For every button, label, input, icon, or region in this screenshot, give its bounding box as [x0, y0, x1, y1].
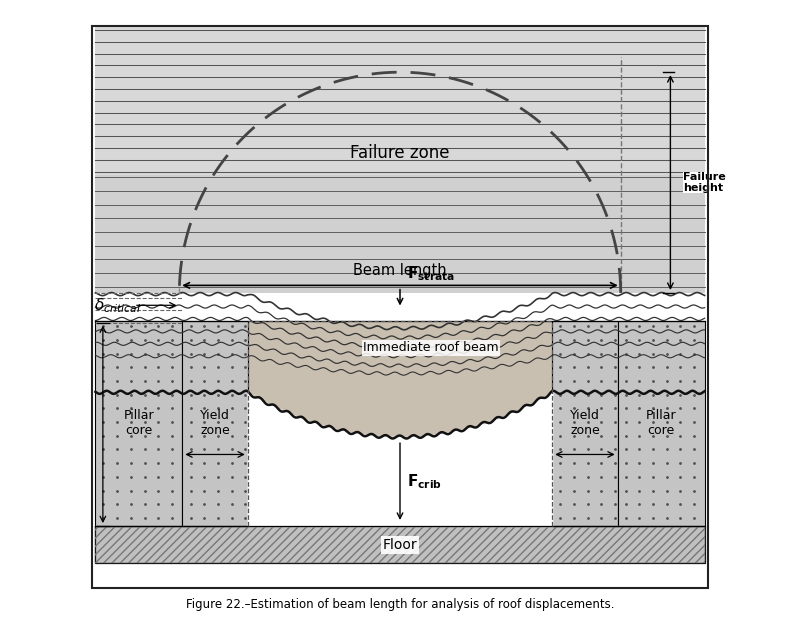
Text: Figure 22.–Estimation of beam length for analysis of roof displacements.: Figure 22.–Estimation of beam length for…: [186, 599, 614, 611]
Bar: [95, 526, 705, 563]
Text: Yield
zone: Yield zone: [570, 409, 600, 437]
Text: $\mathbf{F}_{\mathbf{crib}}$: $\mathbf{F}_{\mathbf{crib}}$: [407, 472, 442, 491]
Bar: [618, 321, 705, 526]
Text: Yield
zone: Yield zone: [200, 409, 230, 437]
Text: Pillar
core: Pillar core: [646, 409, 676, 437]
Text: Pillar
core: Pillar core: [124, 409, 154, 437]
Bar: [248, 321, 552, 526]
Text: $\mathbf{F}_{\mathbf{strata}}$: $\mathbf{F}_{\mathbf{strata}}$: [407, 264, 455, 283]
Bar: [95, 321, 182, 526]
Text: Beam length: Beam length: [353, 263, 447, 278]
Text: Floor: Floor: [382, 538, 418, 551]
Text: Immediate roof beam: Immediate roof beam: [363, 341, 499, 354]
Bar: [95, 26, 705, 174]
Bar: [182, 321, 248, 526]
Text: $\delta_{critical}$: $\delta_{critical}$: [94, 296, 141, 315]
Bar: [248, 437, 552, 526]
Bar: [95, 526, 705, 563]
Text: Failure zone: Failure zone: [350, 144, 450, 162]
Text: Failure
height: Failure height: [683, 172, 726, 193]
Bar: [95, 174, 705, 293]
Bar: [552, 321, 618, 526]
